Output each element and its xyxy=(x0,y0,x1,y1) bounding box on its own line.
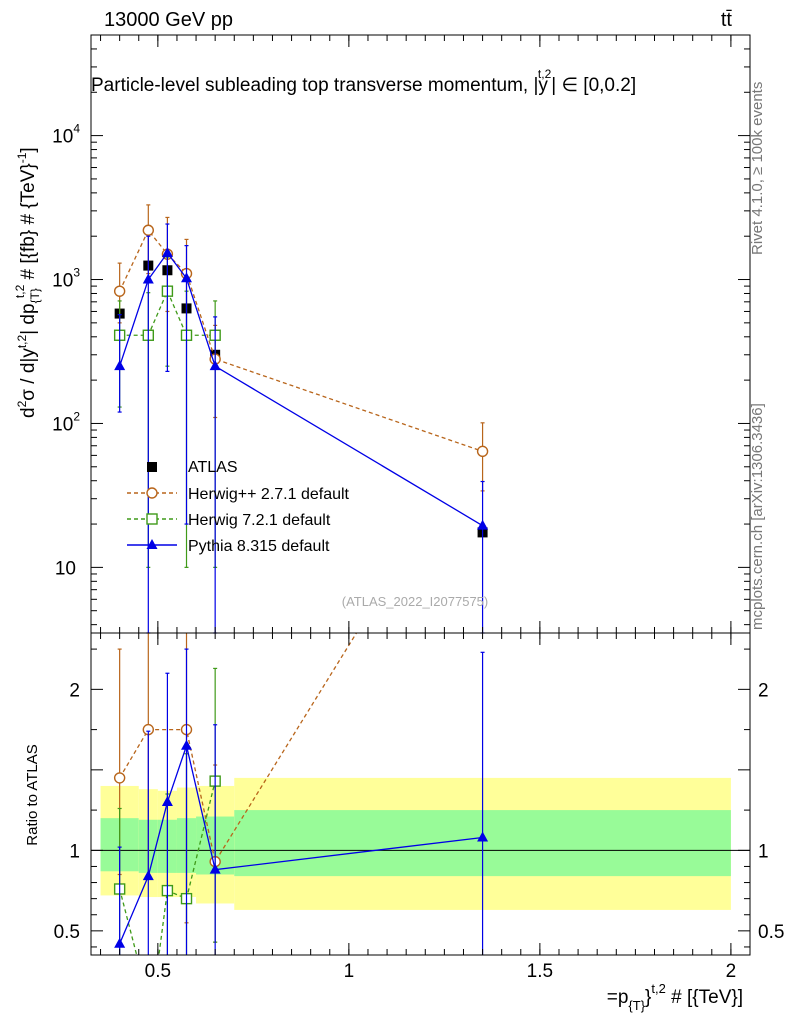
ratio-plot-frame xyxy=(90,632,751,956)
series-line-herwig-7-2-1-default xyxy=(119,289,216,336)
ratio-plot-panel: 0.5 0.5 1 1 2 2 0.5 1 1.5 2 Ratio to ATLAS =p{T}}… xyxy=(24,632,784,1013)
legend-marker-herwig7 xyxy=(146,513,158,525)
ratio-ytick-label-left: 1 xyxy=(69,841,80,862)
ratio-point-pythia-8-315-default xyxy=(114,937,126,948)
ratio-point-pythia-8-315-default xyxy=(477,831,489,842)
plot-title: Particle-level subleading top transverse… xyxy=(91,67,636,96)
legend-label-pythia: Pythia 8.315 default xyxy=(188,538,330,555)
legend-entry-herwig7: Herwig 7.2.1 default xyxy=(127,512,331,529)
ratio-xtick-label: 2 xyxy=(726,961,737,982)
ratio-xtick-label: 1 xyxy=(344,961,355,982)
main-ytick-label: 103 xyxy=(52,266,80,292)
data-point-herwig-2-7-1-default xyxy=(476,445,489,458)
energy-label: 13000 GeV pp xyxy=(104,9,233,31)
ratio-line-pythia-8-315-default xyxy=(119,743,483,944)
legend-entry-atlas: ATLAS xyxy=(147,459,238,476)
legend-entry-herwigpp: Herwig++ 2.7.1 default xyxy=(127,486,350,503)
ratio-ytick-label-right: 1 xyxy=(758,841,769,862)
main-ytick-label-exp: 3 xyxy=(73,266,80,280)
series-pythia-8-315-default xyxy=(114,223,489,634)
main-ytick-label-exp: 4 xyxy=(73,122,80,136)
series-line-pythia-8-315-default xyxy=(119,251,483,527)
legend-label-atlas: ATLAS xyxy=(188,459,238,476)
ratio-point-pythia-8-315-default xyxy=(142,870,154,881)
ratio-xtick-label: 1.5 xyxy=(527,961,553,982)
ratio-series-pythia-8-315-default xyxy=(114,648,489,955)
main-ytick-label: 10 xyxy=(55,558,76,579)
data-point-herwig-2-7-1-default xyxy=(142,224,155,236)
series-herwig-2-7-1-default xyxy=(113,204,489,492)
data-point-herwig-2-7-1-default xyxy=(113,285,126,297)
data-point-pythia-8-315-default xyxy=(142,273,154,284)
ratio-xtick-label: 0.5 xyxy=(145,961,171,982)
process-label: tt̄ xyxy=(721,9,733,31)
data-point-pythia-8-315-default xyxy=(161,246,173,257)
main-ytick-label: 102 xyxy=(52,409,80,435)
ratio-point-pythia-8-315-default xyxy=(209,863,221,874)
legend-marker-pythia xyxy=(146,539,158,549)
legend-marker-atlas xyxy=(147,462,157,472)
legend: ATLAS Herwig++ 2.7.1 default Herwig 7.2.… xyxy=(127,459,350,555)
main-ytick-label-base: 10 xyxy=(52,414,73,435)
data-point-pythia-8-315-default xyxy=(114,360,126,371)
ratio-ytick-label-left: 2 xyxy=(69,680,80,701)
x-axis-label: =p{T}}t,2 # [{TeV}] xyxy=(607,981,743,1013)
ratio-ytick-label-left: 0.5 xyxy=(54,922,80,943)
legend-entry-pythia: Pythia 8.315 default xyxy=(127,538,330,555)
legend-marker-herwigpp xyxy=(146,487,158,499)
legend-label-herwig7: Herwig 7.2.1 default xyxy=(188,512,331,529)
mcplots-label: mcplots.cern.ch [arXiv:1306.3436] xyxy=(749,403,766,630)
ratio-ytick-label-right: 2 xyxy=(758,680,769,701)
ratio-point-pythia-8-315-default xyxy=(161,796,173,807)
data-point-pythia-8-315-default xyxy=(181,272,193,283)
ratio-ylabel: Ratio to ATLAS xyxy=(24,744,41,845)
main-ylabel: d2σ / d|yt,2| dp{T}t,2 # [{fb} # {TeV}-1… xyxy=(13,147,42,418)
data-point-pythia-8-315-default xyxy=(477,519,489,530)
ratio-ytick-label-right: 0.5 xyxy=(758,922,784,943)
ratio-point-pythia-8-315-default xyxy=(181,739,193,750)
analysis-watermark: (ATLAS_2022_I2077575) xyxy=(342,594,488,609)
series-line-herwig-2-7-1-default xyxy=(119,229,483,452)
main-ytick-label: 104 xyxy=(52,122,80,148)
main-ytick-label-exp: 2 xyxy=(73,409,80,423)
main-ytick-label-base: 10 xyxy=(52,271,73,292)
legend-label-herwigpp: Herwig++ 2.7.1 default xyxy=(188,486,350,503)
ratio-point-herwig-2-7-1-default xyxy=(113,772,126,784)
data-point-pythia-8-315-default xyxy=(209,360,221,371)
main-ytick-label-base: 10 xyxy=(52,127,73,148)
rivet-version-label: Rivet 4.1.0, ≥ 100k events xyxy=(749,82,766,255)
